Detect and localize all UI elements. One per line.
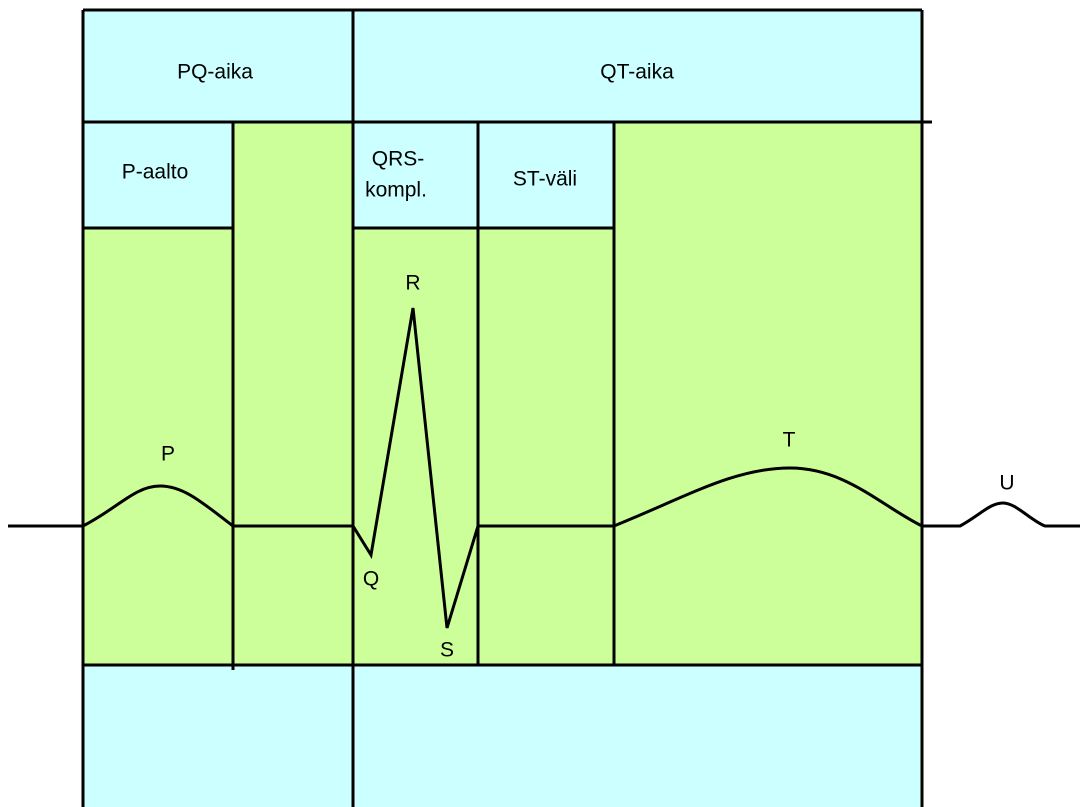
- wave-label: S: [440, 639, 454, 662]
- ecg-trace: [8, 307, 1080, 629]
- qrs-box: [353, 122, 478, 228]
- segment-label: P-aalto: [122, 161, 189, 184]
- wave-label: U: [999, 472, 1014, 495]
- green-region: [614, 122, 922, 665]
- wave-label: R: [405, 272, 420, 295]
- green-region: [83, 228, 233, 665]
- wave-label: P: [161, 443, 175, 466]
- wave-label: T: [783, 429, 796, 452]
- green-region: [353, 228, 614, 665]
- interval-label: QT-aika: [600, 61, 674, 84]
- st-box: [478, 122, 614, 228]
- grid: [81, 8, 932, 807]
- segment-label: ST-väli: [513, 168, 577, 191]
- bottom-row: [83, 665, 922, 807]
- interval-row: [83, 10, 922, 122]
- wave-label: Q: [363, 568, 379, 591]
- segment-label: kompl.: [365, 179, 427, 202]
- p-wave-box: [83, 122, 233, 228]
- green-region: [233, 122, 353, 665]
- segment-label: QRS-: [372, 148, 425, 171]
- interval-label: PQ-aika: [177, 61, 253, 84]
